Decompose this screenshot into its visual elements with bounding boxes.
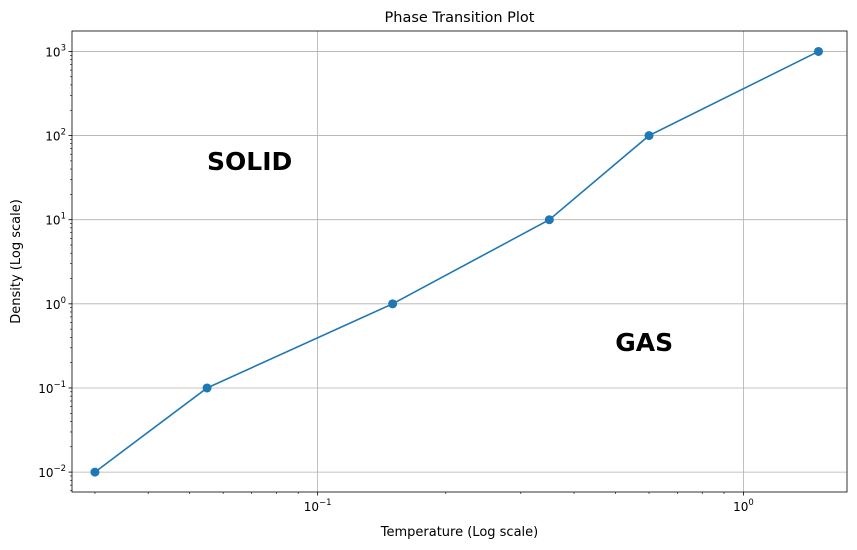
plot-background xyxy=(72,31,847,492)
data-point xyxy=(90,467,100,477)
data-point xyxy=(388,299,398,309)
chart-title: Phase Transition Plot xyxy=(385,10,535,26)
data-point xyxy=(644,131,654,141)
y-tick-label: 103 xyxy=(45,43,66,59)
series-layer xyxy=(90,46,823,477)
series-line xyxy=(94,50,819,473)
y-tick-label: 10−1 xyxy=(38,380,66,396)
x-tick-label: 10−1 xyxy=(304,498,332,514)
data-point xyxy=(202,383,212,393)
data-point xyxy=(544,215,554,225)
y-tick-label: 101 xyxy=(45,212,66,228)
plot-frame xyxy=(71,30,848,493)
ticks: 10−1 100 10−2 10−1 100 101 102 103 xyxy=(38,43,754,514)
grid xyxy=(72,31,847,492)
y-axis-label: Density (Log scale) xyxy=(9,199,24,324)
x-axis-label: Temperature (Log scale) xyxy=(380,525,538,540)
y-tick-label: 100 xyxy=(45,296,66,312)
data-point xyxy=(813,46,823,56)
x-tick-label: 100 xyxy=(733,498,754,514)
y-tick-label: 10−2 xyxy=(38,464,66,480)
y-tick-label: 102 xyxy=(45,128,66,144)
annotations: SOLID GAS xyxy=(207,147,673,357)
annotation-solid: SOLID xyxy=(207,147,292,176)
annotation-gas: GAS xyxy=(615,328,673,357)
